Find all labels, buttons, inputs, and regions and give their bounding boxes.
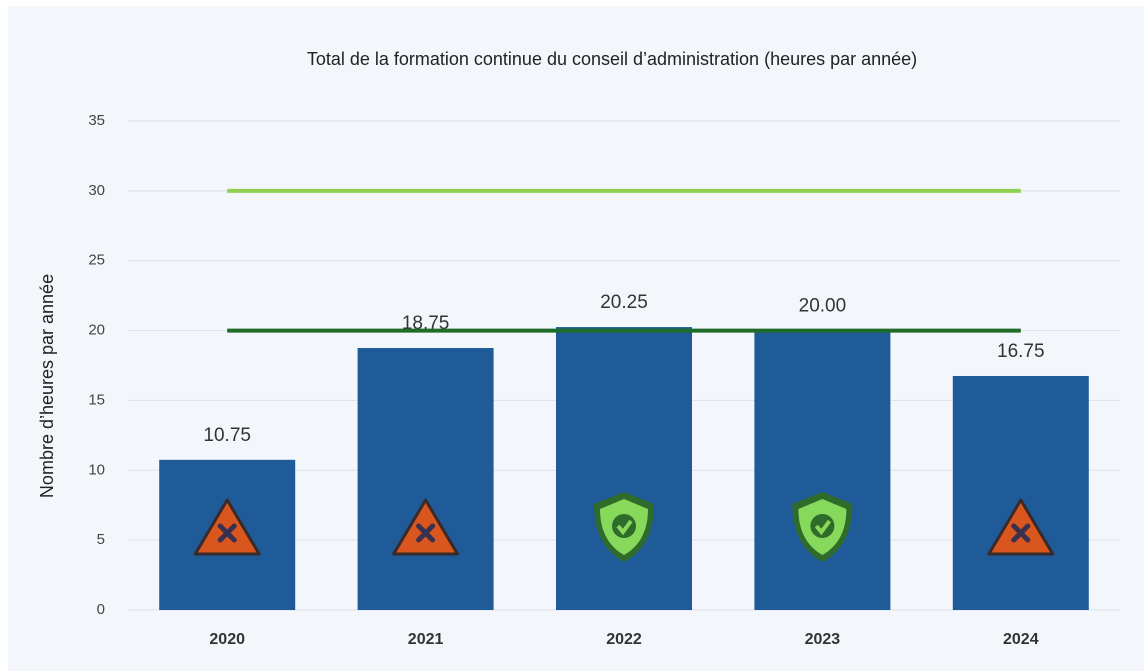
bar (357, 348, 494, 610)
data-label: 16.75 (997, 341, 1045, 362)
y-axis-label: Nombre d’heures par année (37, 274, 57, 498)
cross (416, 523, 436, 543)
bar (754, 330, 891, 610)
triangle (392, 498, 460, 556)
y-tick-label: 35 (88, 112, 105, 129)
check-circle (810, 514, 835, 538)
y-tick-label: 25 (88, 252, 105, 269)
triangle (193, 498, 261, 556)
warning-icon (987, 498, 1055, 556)
cross (1011, 523, 1031, 543)
x-tick-label: 2023 (805, 631, 841, 648)
y-tick-label: 5 (97, 531, 105, 548)
check-circle (612, 514, 636, 538)
data-label: 20.00 (799, 296, 847, 317)
warning-icon (392, 498, 460, 556)
y-tick-label: 10 (88, 461, 105, 478)
y-tick-label: 30 (88, 182, 105, 199)
y-tick-label: 0 (97, 601, 105, 618)
bar (556, 327, 692, 610)
check (616, 519, 633, 536)
x-tick-label: 2020 (209, 631, 245, 648)
x-tick-label: 2021 (408, 631, 444, 648)
bar (952, 375, 1089, 610)
shield-icon (594, 492, 654, 562)
triangle (987, 498, 1055, 556)
x-tick-label: 2024 (1003, 631, 1039, 648)
warning-icon (193, 498, 261, 556)
x-tick-label: 2022 (606, 631, 642, 648)
cross (217, 523, 237, 543)
chart-title: Total de la formation continue du consei… (307, 49, 917, 69)
y-tick-label: 20 (88, 322, 105, 339)
check (814, 519, 832, 536)
shield-icon (792, 492, 853, 562)
data-label: 10.75 (203, 425, 251, 446)
data-label: 20.25 (600, 292, 648, 313)
y-tick-label: 15 (88, 391, 105, 408)
